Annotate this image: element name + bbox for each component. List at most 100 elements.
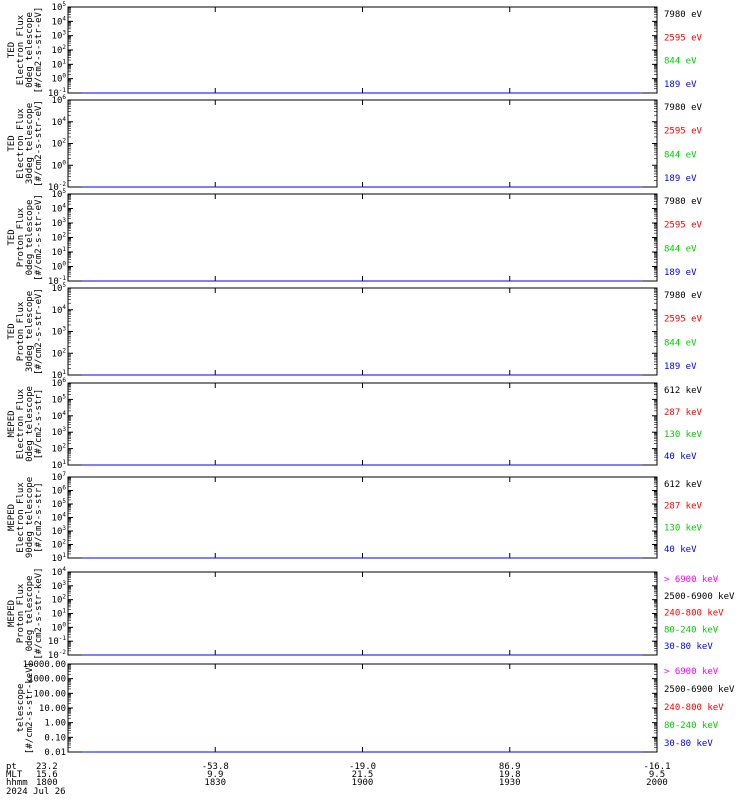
y-tick: 0.10	[44, 723, 657, 743]
y-axis-label: Proton Flux	[16, 583, 26, 643]
y-tick: 10-2	[48, 165, 657, 193]
y-axis-label: [#/cm2-s-str-keV]	[25, 662, 35, 754]
y-axis-label: Electron Flux	[16, 14, 26, 85]
y-tick: 10-1	[48, 266, 657, 287]
y-axis-label: [#/cm2-s-str-eV]	[34, 194, 44, 281]
x-tick-label: 1900	[352, 778, 374, 788]
y-tick-label: 102	[52, 232, 67, 244]
y-tick-label: 104	[52, 116, 67, 128]
y-tick-label: 102	[52, 347, 67, 359]
y-axis-label: TED	[7, 42, 17, 58]
legend-entry: > 6900 keV	[664, 667, 719, 677]
y-tick-label: 100	[52, 261, 67, 273]
y-tick-label: 102	[52, 138, 67, 150]
y-tick: 0.01	[44, 737, 657, 758]
y-tick: 104	[52, 504, 657, 524]
x-tick-label: 86.9	[499, 762, 521, 772]
y-tick-label: 102	[52, 443, 67, 455]
y-tick: 103	[52, 310, 657, 338]
y-tick-label: 102	[52, 594, 67, 606]
y-tick-label: 10.00	[39, 704, 66, 714]
y-tick: 102	[52, 36, 657, 56]
legend-entry: 189 eV	[664, 80, 697, 90]
legend-entry: > 6900 keV	[664, 575, 719, 585]
legend-entry: 80-240 keV	[664, 625, 719, 635]
y-tick: 100	[52, 64, 657, 85]
y-tick-label: 107	[52, 471, 67, 483]
y-tick-label: 1000.00	[28, 675, 66, 685]
y-tick-label: 103	[52, 217, 67, 229]
legend-entry: 40 keV	[664, 545, 697, 555]
plot-frame	[67, 6, 658, 94]
x-row-label: pt	[6, 762, 17, 772]
y-axis-label: Electron Flux	[16, 482, 26, 553]
y-tick-label: 106	[52, 377, 67, 389]
legend-entry: 240-800 keV	[664, 609, 724, 619]
date-label: 2024 Jul 26	[6, 787, 66, 797]
y-axis-label: telescope	[16, 684, 26, 733]
y-axis-label: [#/cm2-s-str-keV]	[34, 567, 44, 659]
y-tick: 104	[52, 100, 657, 128]
x-tick-label: 9.9	[207, 770, 223, 780]
y-tick-label: 105	[52, 393, 67, 405]
panel-8: 0.01 0.10 1.00 10.00 100.00 1000.00 10000.00 te…	[16, 660, 735, 758]
y-tick: 10000.00	[23, 660, 657, 670]
y-axis-label: [#/cm2-s-str-eV]	[34, 100, 44, 187]
y-tick-label: 101	[52, 608, 67, 620]
plot-frame	[67, 476, 658, 559]
y-tick: 101	[52, 50, 657, 70]
y-axis-label: 0deg telescope	[25, 200, 35, 276]
y-tick-label: 101	[52, 552, 67, 564]
y-axis-label: TED	[7, 135, 17, 151]
x-tick-label: 1930	[499, 778, 521, 788]
y-axis-label: 0deg telescope	[25, 576, 35, 652]
y-tick-label: 104	[52, 203, 67, 215]
x-tick-label: -16.1	[643, 762, 670, 772]
y-tick: 10.00	[39, 693, 657, 714]
y-tick: 10-1	[48, 79, 657, 99]
y-tick: 104	[52, 7, 657, 27]
x-tick-label: 23.2	[36, 762, 58, 772]
y-tick: 101	[52, 237, 657, 258]
legend-entry: 2500-6900 keV	[664, 592, 735, 602]
legend-entry: 844 eV	[664, 244, 697, 254]
x-row-label: hhmm	[6, 778, 28, 788]
y-tick: 102	[52, 223, 657, 244]
y-tick-label: 100.00	[33, 689, 66, 699]
y-tick: 1.00	[44, 708, 657, 729]
legend-entry: 189 eV	[664, 174, 697, 184]
legend-entry: 844 eV	[664, 150, 697, 160]
y-tick-label: 105	[52, 498, 67, 510]
y-tick: 100	[52, 144, 657, 171]
x-tick-label: 1800	[36, 778, 58, 788]
y-tick: 100.00	[33, 679, 657, 699]
y-axis-label: Electron Flux	[16, 108, 26, 179]
x-tick-label: 1830	[204, 778, 226, 788]
legend-entry: 30-80 keV	[664, 642, 713, 652]
y-tick-label: 103	[52, 326, 67, 338]
legend-entry: 130 keV	[664, 430, 703, 440]
y-tick-label: 105	[52, 282, 67, 294]
x-tick-label: 15.6	[36, 770, 58, 780]
y-axis-label: MEPED	[7, 600, 17, 627]
legend-entry: 240-800 keV	[664, 703, 724, 713]
legend-entry: 844 eV	[664, 338, 697, 348]
y-tick: 105	[52, 383, 657, 405]
y-tick: 100	[52, 252, 657, 273]
y-tick: 1000.00	[28, 664, 657, 685]
y-tick-label: 105	[52, 1, 67, 13]
panel-5: 101 102 103 104 105 106 MEPED Electron Flux 0deg…	[7, 377, 703, 471]
y-tick-label: 104	[52, 566, 67, 578]
legend-entry: 287 keV	[664, 502, 703, 512]
y-tick: 103	[52, 416, 657, 438]
y-tick: 103	[52, 517, 657, 537]
x-tick-label: 19.8	[499, 770, 521, 780]
legend-entry: 612 keV	[664, 480, 703, 490]
y-axis-label: Proton Flux	[16, 301, 26, 361]
y-tick-label: 102	[52, 539, 67, 551]
